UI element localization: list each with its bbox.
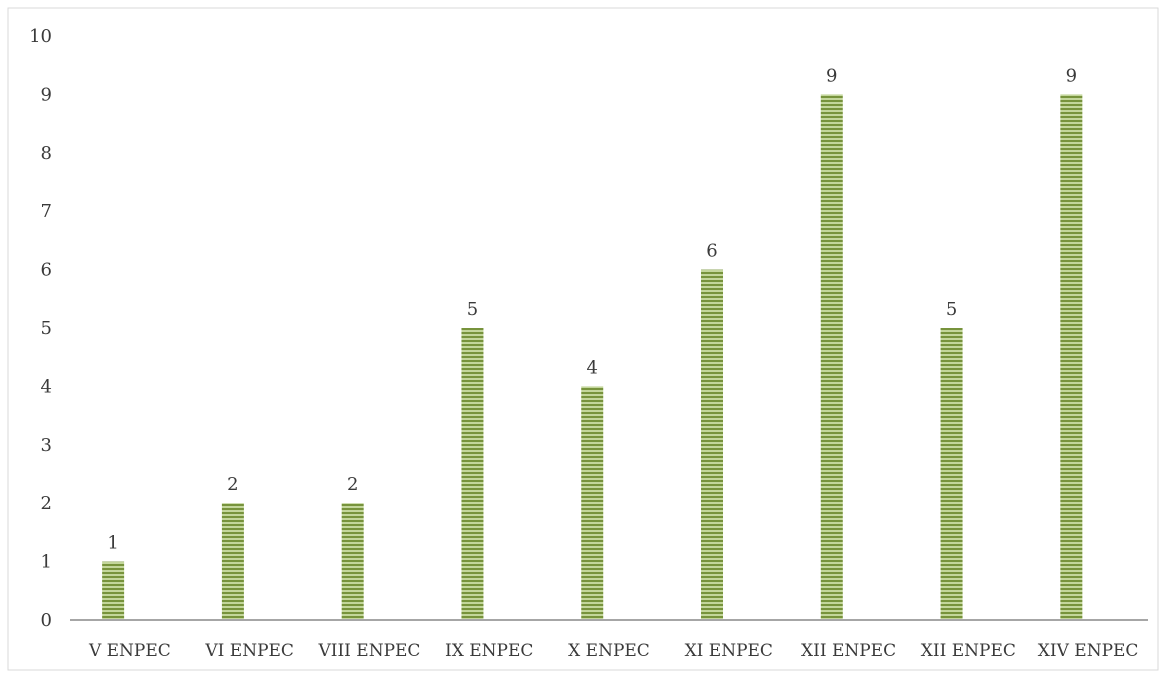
bar-data-label: 5 [467, 299, 478, 320]
bar [102, 561, 125, 620]
y-tick-label: 6 [41, 260, 52, 281]
y-tick-label: 1 [41, 552, 52, 573]
y-tick-label: 4 [41, 376, 52, 397]
bar-data-label: 9 [826, 65, 837, 86]
x-axis-labels: V ENPEC VI ENPEC VIII ENPEC IX ENPEC X ENPEC… [88, 641, 1138, 661]
x-tick-label: XII ENPEC [801, 641, 896, 661]
y-tick-label: 3 [41, 435, 52, 456]
x-tick-label: XIV ENPEC [1038, 641, 1139, 661]
bar [940, 328, 963, 620]
x-tick-label: VI ENPEC [204, 641, 294, 661]
y-tick-label: 9 [41, 84, 52, 105]
bar-data-label: 9 [1066, 65, 1077, 86]
x-tick-label: XI ENPEC [685, 641, 773, 661]
bar [581, 386, 604, 620]
y-tick-label: 5 [41, 318, 52, 339]
y-tick-label: 7 [41, 201, 52, 222]
y-tick-label: 0 [41, 610, 52, 631]
data-labels: 1 2 2 5 4 6 9 5 9 [107, 65, 1077, 553]
x-tick-label: X ENPEC [568, 641, 650, 661]
y-axis-ticks: 0 1 2 3 4 5 6 7 8 9 10 [29, 26, 52, 631]
bar [1060, 94, 1083, 620]
bar [820, 94, 843, 620]
x-tick-label: V ENPEC [88, 641, 171, 661]
x-tick-label: XII ENPEC [921, 641, 1016, 661]
y-tick-label: 10 [29, 26, 52, 47]
x-tick-label: VIII ENPEC [317, 641, 420, 661]
bar-data-label: 6 [706, 241, 717, 262]
bars [102, 94, 1083, 620]
y-tick-label: 8 [41, 143, 52, 164]
bar-data-label: 2 [227, 474, 238, 495]
bar [701, 269, 724, 620]
y-tick-label: 2 [41, 493, 52, 514]
bar-data-label: 2 [347, 474, 358, 495]
bar-data-label: 1 [107, 533, 118, 554]
x-tick-label: IX ENPEC [445, 641, 533, 661]
bar [461, 328, 484, 620]
chart-border [7, 7, 1159, 671]
bar [341, 503, 364, 620]
bar [221, 503, 244, 620]
bar-data-label: 4 [587, 357, 598, 378]
bar-data-label: 5 [946, 299, 957, 320]
